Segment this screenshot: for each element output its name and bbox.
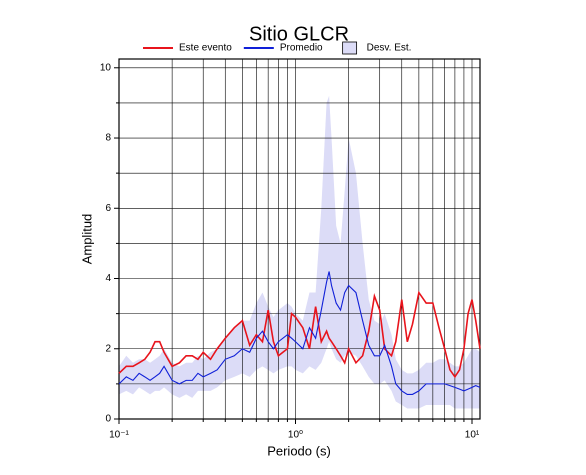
x-tick-label: 10¹ [465, 430, 480, 441]
x-axis-label: Periodo (s) [267, 443, 331, 458]
y-axis-label: Amplitud [79, 214, 94, 265]
y-tick-label: 4 [105, 273, 111, 284]
y-tick-label: 6 [105, 203, 111, 214]
plot-frame [118, 58, 481, 420]
x-tick-label: 10⁻¹ [109, 430, 129, 441]
chart-title: Sitio GLCR [249, 23, 349, 45]
line [118, 271, 481, 395]
std-band [119, 95, 480, 409]
legend-swatch [342, 41, 358, 55]
y-tick-label: 0 [105, 414, 111, 425]
y-tick-label: 8 [105, 133, 111, 144]
x-tick-label: 10⁰ [288, 430, 303, 441]
y-tick-label: 2 [105, 343, 111, 354]
legend-label: Promedio [280, 43, 323, 54]
legend-label: Este evento [179, 43, 232, 54]
y-tick-label: 10 [100, 62, 112, 73]
legend-label: Desv. Est. [367, 43, 412, 54]
